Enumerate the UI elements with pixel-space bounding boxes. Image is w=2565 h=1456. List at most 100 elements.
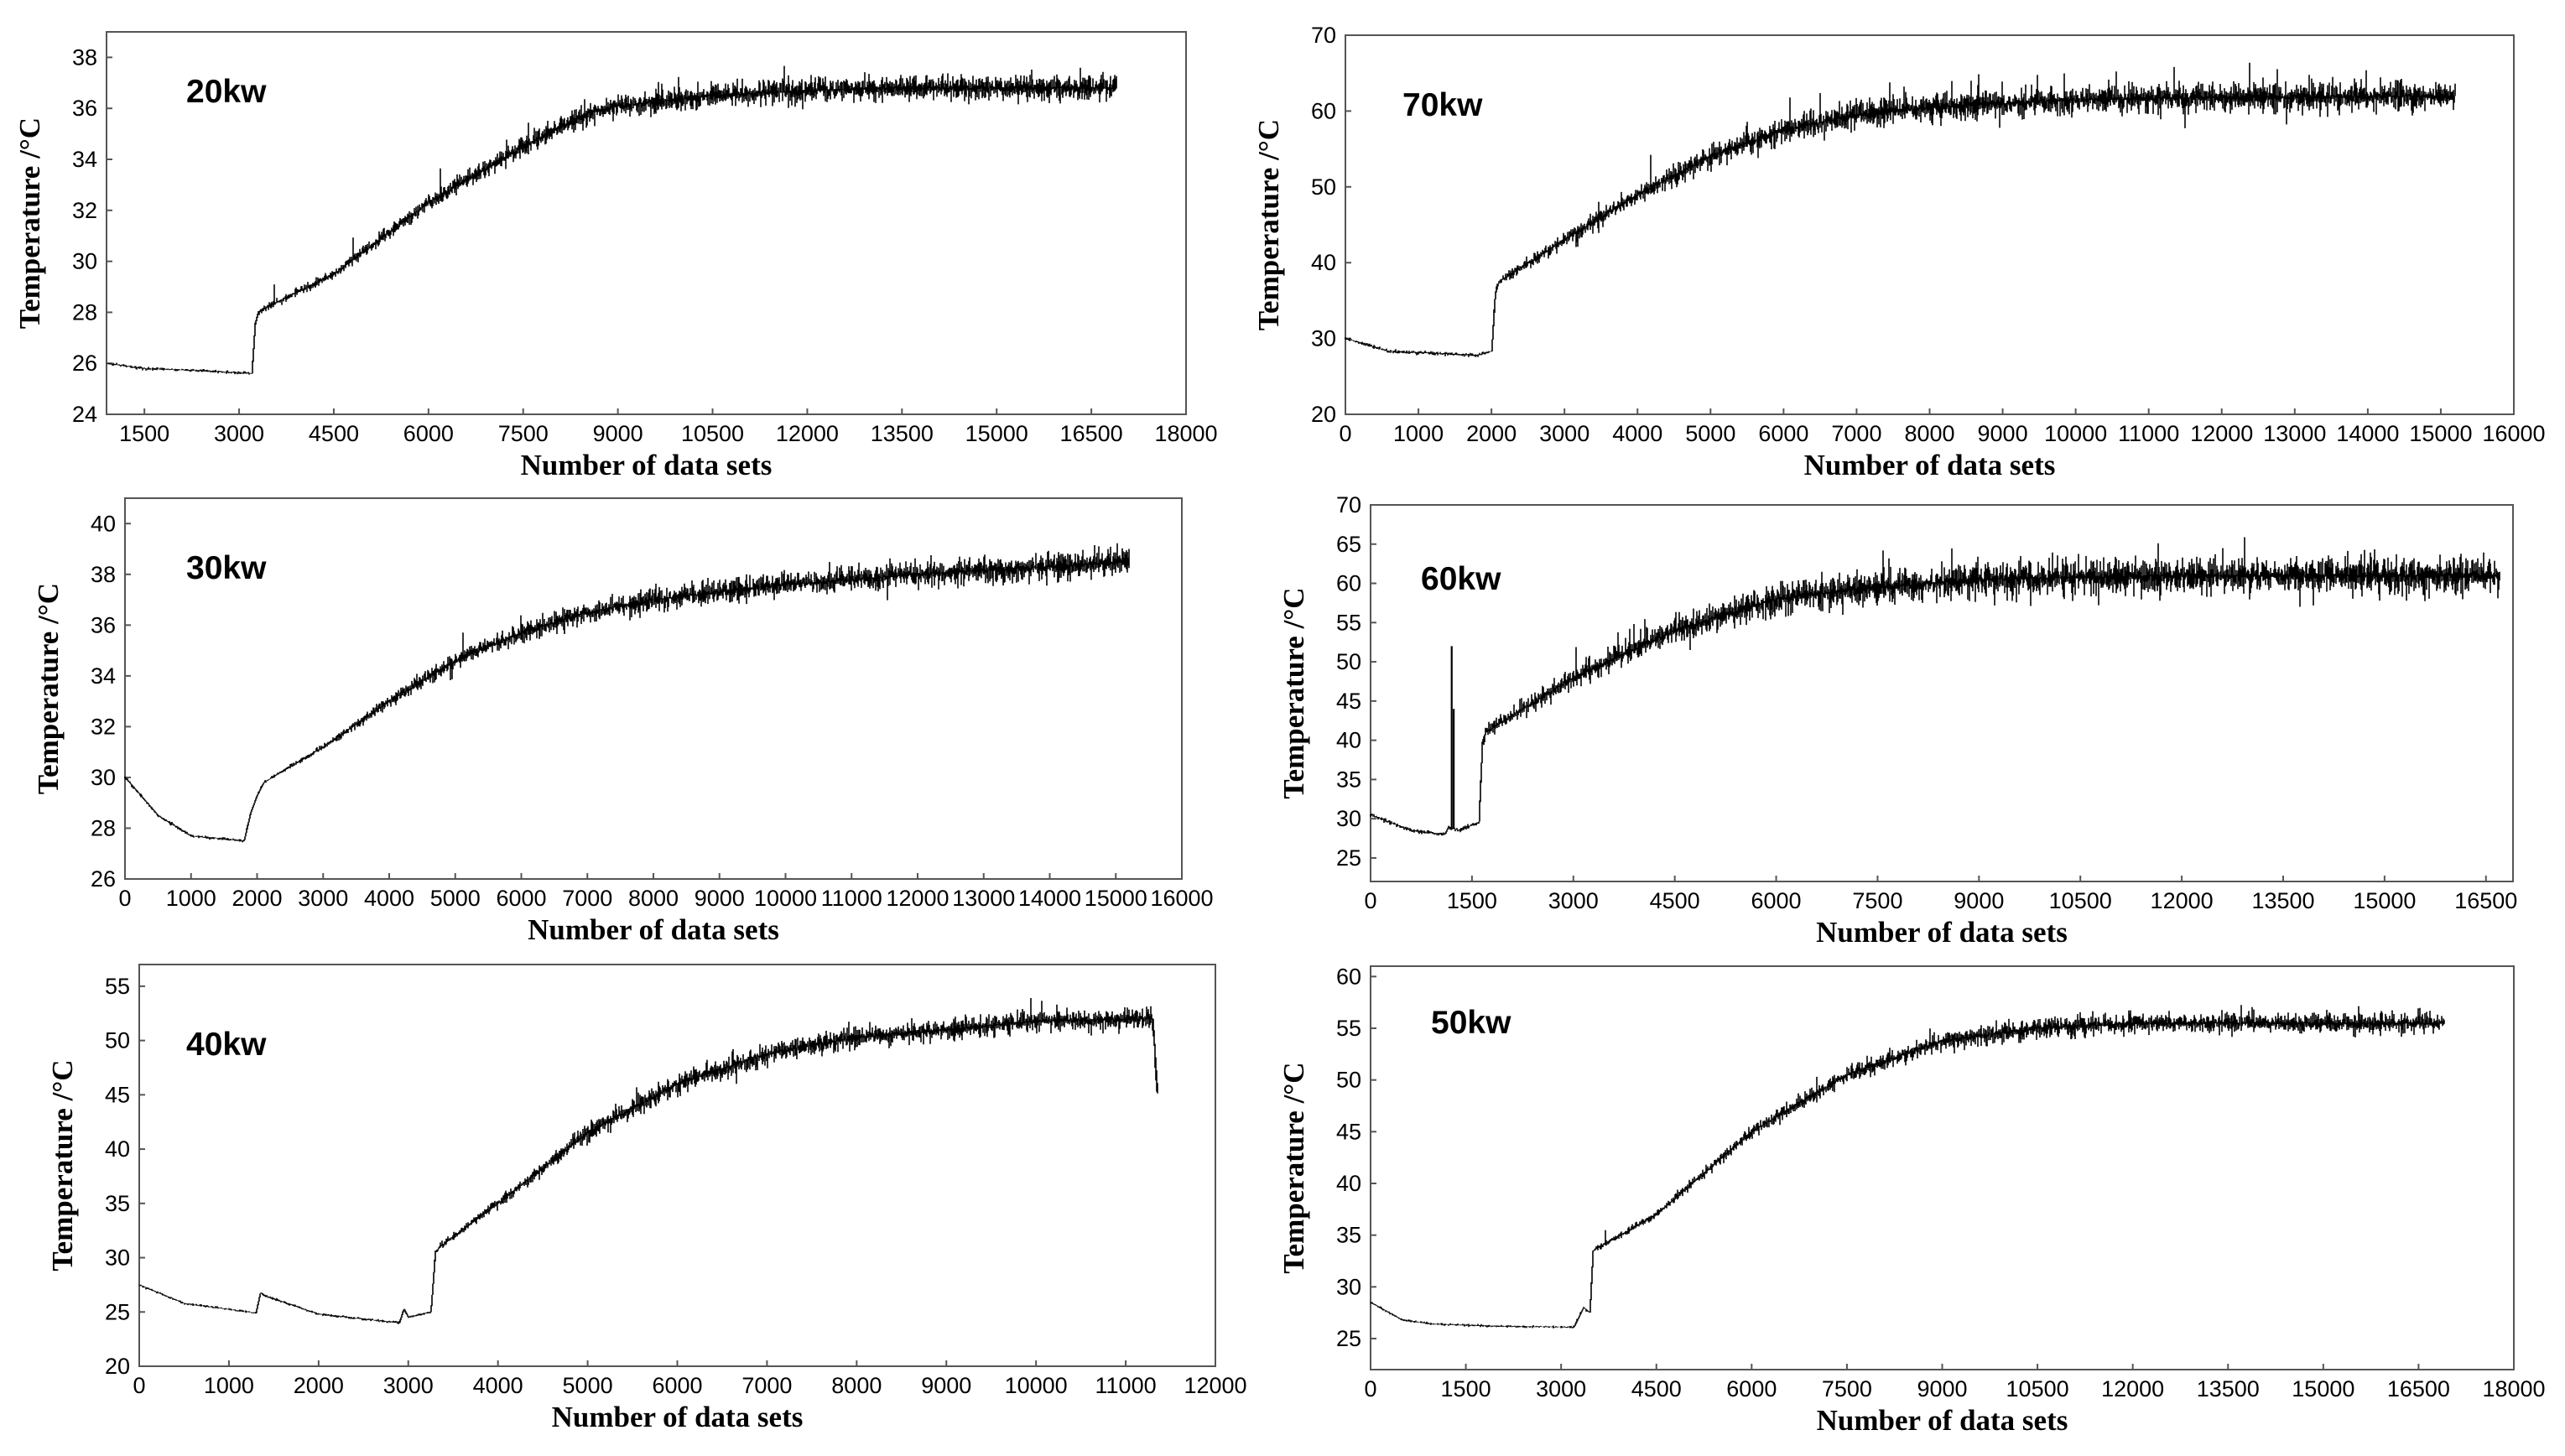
x-tick-label: 6000 [652,1373,702,1398]
x-tick-label: 12000 [2151,888,2214,913]
panel-title: 60kw [1421,561,1501,597]
x-tick-label: 1000 [1393,421,1444,446]
y-tick-label: 65 [1336,532,1361,557]
y-axis-title: Temperature /°C [13,117,46,329]
x-tick-label: 12000 [776,421,839,446]
y-tick-label: 25 [1336,1326,1361,1351]
x-tick-label: 12000 [2190,421,2253,446]
chart-70kw: 20 30 40 50 60 70 0 1000 2000 3000 4000 5000 6000 700… [1252,23,2546,481]
x-tick-label: 5000 [430,886,481,911]
x-tick-label: 8000 [628,886,679,911]
y-axis-title: Temperature /°C [46,1059,79,1271]
x-tick-label: 7500 [1852,888,1902,913]
x-axis-title: Number of data sets [528,913,779,946]
x-tick-label: 11000 [2118,421,2179,446]
x-tick-label: 15000 [2292,1376,2354,1401]
plot-frame [1345,34,2515,415]
y-axis-title: Temperature /°C [1252,119,1285,330]
x-tick-label: 3000 [1539,421,1589,446]
x-tick-label: 0 [1364,888,1376,913]
x-tick-label: 0 [1364,1376,1376,1401]
y-tick-label: 30 [105,1245,130,1271]
x-tick-label: 1500 [1447,888,1497,913]
y-tick-label: 36 [91,612,116,637]
x-tick-label: 7000 [741,1373,792,1398]
x-tick-label: 1500 [1441,1376,1491,1401]
x-tick-label: 0 [1339,421,1351,446]
chart-30kw: 26 28 30 32 34 36 38 40 0 1000 2000 3000 4000 5000 600… [32,497,1214,946]
y-tick-label: 40 [105,1136,130,1162]
x-tick-label: 6000 [403,421,454,446]
x-tick-label: 16500 [2387,1376,2450,1401]
y-tick-label: 34 [91,663,116,689]
x-tick-label: 16500 [2454,888,2517,913]
plot-frame [138,964,1216,1367]
x-tick-label: 2000 [294,1373,344,1398]
x-tick-label: 8000 [831,1373,882,1398]
x-tick-label: 4500 [309,421,359,446]
x-axis-title: Number of data sets [521,449,773,481]
chart-50kw: 25 30 35 40 45 50 55 60 0 1500 3000 4500 6000 7500 900… [1277,964,2546,1437]
x-tick-label: 3000 [383,1373,434,1398]
x-tick-label: 4500 [1650,888,1700,913]
x-tick-label: 8000 [1904,421,1954,446]
y-tick-label: 50 [1336,649,1361,674]
x-tick-label: 13500 [2251,888,2314,913]
y-axis-title: Temperature /°C [1277,587,1310,798]
x-tick-label: 10500 [2049,888,2112,913]
x-tick-label: 10500 [2006,1376,2069,1401]
x-axis-title: Number of data sets [1804,449,2056,481]
x-tick-label: 6000 [1758,421,1808,446]
chart-20kw: 24 26 28 30 32 34 36 38 1500 3000 4500 6000 7500 9000… [13,31,1218,481]
series-line-20kw [106,65,1117,375]
y-tick-label: 45 [1336,1119,1361,1144]
y-tick-label: 50 [105,1028,130,1053]
x-tick-label: 4000 [1612,421,1662,446]
x-tick-label: 4000 [473,1373,523,1398]
x-tick-label: 1000 [166,886,216,911]
x-tick-label: 10500 [681,421,744,446]
x-tick-label: 10000 [2044,421,2107,446]
x-tick-label: 3000 [214,421,264,446]
x-tick-label: 3000 [1536,1376,1586,1401]
y-tick-label: 40 [1311,250,1336,275]
y-tick-label: 30 [1336,806,1361,831]
y-tick-label: 38 [72,44,97,70]
y-tick-label: 60 [1311,98,1336,123]
y-tick-label: 45 [1336,689,1361,714]
y-tick-label: 32 [91,714,116,739]
y-tick-label: 36 [72,96,97,121]
x-tick-label: 7500 [1822,1376,1872,1401]
x-tick-label: 9000 [593,421,643,446]
series-line-60kw [1370,537,2500,836]
x-tick-label: 9000 [1917,1376,1967,1401]
plot-frame [124,497,1183,880]
plot-frame [1370,504,2514,882]
x-tick-label: 9000 [1954,888,2004,913]
x-tick-label: 16000 [1150,886,1213,911]
x-tick-label: 13500 [2197,1376,2260,1401]
x-tick-label: 3000 [298,886,348,911]
y-tick-label: 55 [1336,1016,1361,1041]
y-tick-label: 60 [1336,571,1361,596]
x-tick-label: 11000 [1095,1373,1157,1398]
x-tick-label: 14000 [1018,886,1081,911]
x-tick-label: 5000 [1685,421,1735,446]
y-tick-label: 35 [1336,1223,1361,1248]
y-tick-label: 28 [91,815,116,840]
y-tick-label: 26 [91,866,116,892]
y-tick-label: 25 [1336,845,1361,871]
y-tick-label: 40 [1336,728,1361,753]
y-tick-label: 60 [1336,964,1361,989]
panel-title: 30kw [186,550,267,586]
panel-title: 70kw [1402,87,1483,123]
y-tick-label: 20 [1311,402,1336,427]
x-tick-label: 9000 [921,1373,971,1398]
y-tick-label: 50 [1336,1068,1361,1093]
x-tick-label: 11000 [821,886,882,911]
y-tick-label: 34 [72,147,97,172]
x-tick-label: 0 [133,1373,145,1398]
x-axis-title: Number of data sets [1816,916,2068,949]
y-tick-label: 45 [105,1082,130,1107]
x-tick-label: 7000 [562,886,612,911]
